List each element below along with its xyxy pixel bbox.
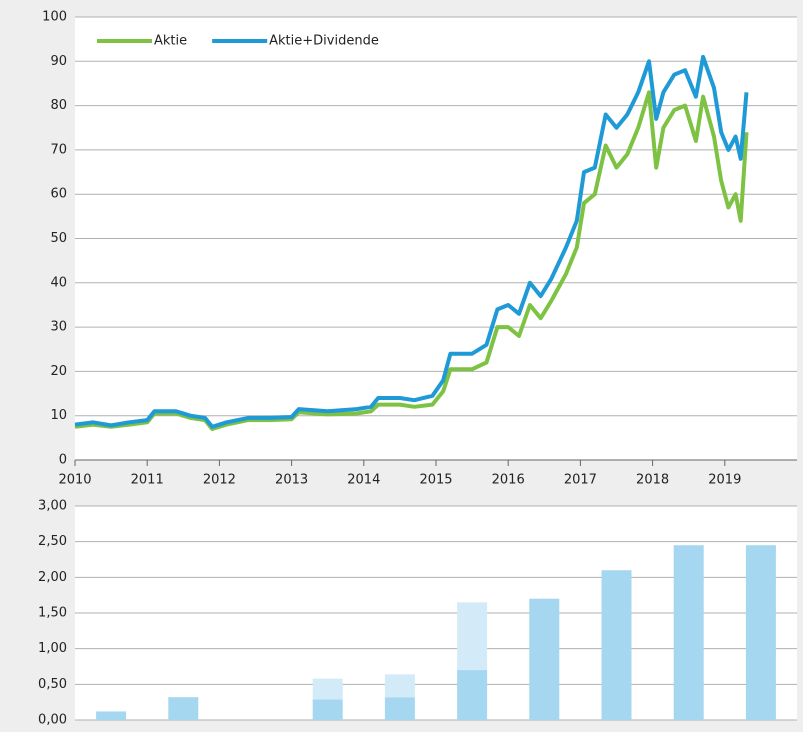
line-series (74, 54, 749, 429)
x-tick-label: 2010 (58, 473, 91, 488)
y-tick-label: 20 (50, 364, 67, 379)
y-tick-label: 30 (50, 320, 67, 335)
y-tick-label: 2,00 (38, 570, 67, 585)
x-tick-label: 2015 (419, 473, 452, 488)
x-tick-label: 2016 (492, 473, 525, 488)
bar (168, 697, 199, 720)
y-tick-label: 2,50 (38, 534, 67, 549)
bar (673, 545, 704, 720)
y-tick-label: 70 (50, 142, 67, 157)
x-tick-label: 2018 (636, 473, 669, 488)
legend-label: Aktie (154, 34, 187, 49)
bar (529, 598, 560, 720)
y-tick-label: 1,50 (38, 606, 67, 621)
bar (312, 699, 343, 720)
bar (384, 674, 415, 698)
y-tick-label: 60 (50, 187, 67, 202)
y-tick-label: 1,00 (38, 641, 67, 656)
y-tick-label: 90 (50, 54, 67, 69)
y-tick-label: 100 (42, 10, 67, 25)
x-tick-label: 2013 (275, 473, 308, 488)
y-tick-label: 0,00 (38, 713, 67, 728)
y-tick-label: 3,00 (38, 499, 67, 514)
y-tick-label: 40 (50, 275, 67, 290)
x-tick-label: 2017 (564, 473, 597, 488)
x-tick-label: 2011 (131, 473, 164, 488)
bar (457, 602, 488, 671)
bar (96, 711, 127, 720)
bar (457, 670, 488, 720)
y-tick-label: 0,50 (38, 677, 67, 692)
y-tick-label: 80 (50, 98, 67, 113)
x-tick-label: 2019 (708, 473, 741, 488)
bar (745, 545, 776, 720)
x-tick-label: 2012 (203, 473, 236, 488)
legend-label: Aktie+Dividende (269, 34, 379, 49)
y-tick-label: 10 (50, 408, 67, 423)
y-tick-label: 50 (50, 231, 67, 246)
y-tick-label: 0 (59, 453, 67, 468)
bar (384, 697, 415, 720)
bar (601, 570, 632, 720)
x-tick-label: 2014 (347, 473, 380, 488)
bar (312, 678, 343, 700)
